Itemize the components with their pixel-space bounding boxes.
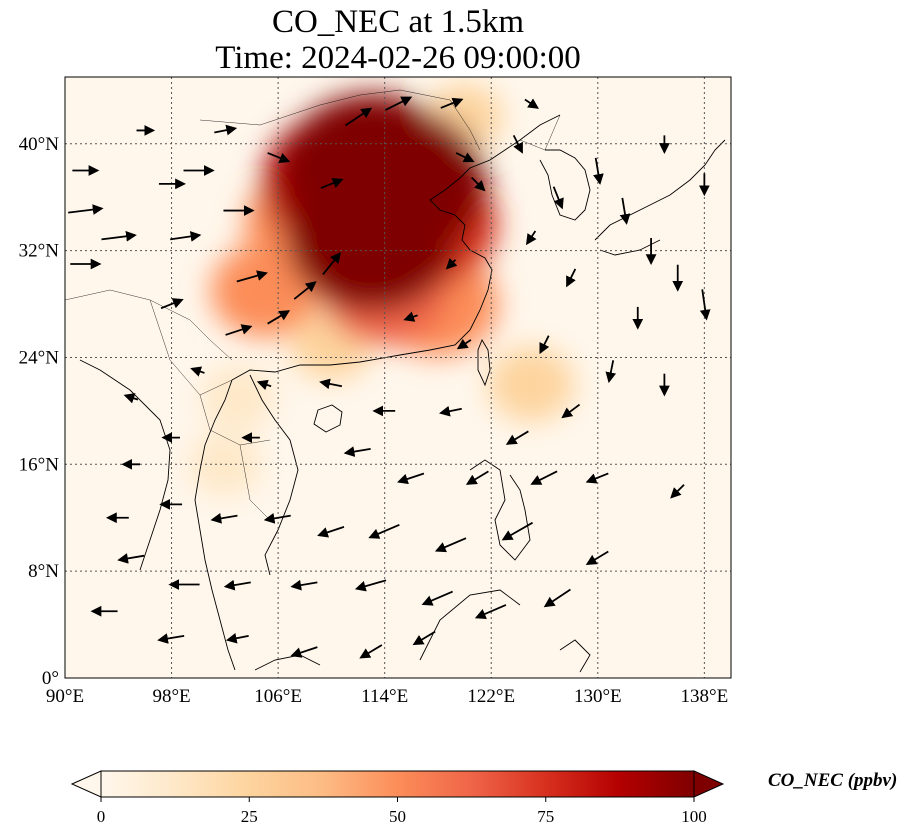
lon-tick-label: 138°E <box>681 686 729 707</box>
colorbar-extend-max <box>693 770 725 798</box>
longitude-axis: 90°E 98°E 106°E 114°E 122°E 130°E 138°E <box>46 686 728 707</box>
wind-vector-43 <box>397 472 425 485</box>
wind-vector-32 <box>403 311 418 322</box>
wind-vector-19 <box>470 176 486 192</box>
wind-vector-14 <box>320 177 344 189</box>
field-region-0 <box>201 365 275 430</box>
wind-vector-8 <box>236 270 268 283</box>
wind-vector-51 <box>317 526 345 538</box>
wind-vector-74 <box>256 379 272 391</box>
concentration-field <box>188 84 575 497</box>
wind-vector-21 <box>552 186 564 210</box>
wind-vector-31 <box>445 257 458 270</box>
wind-vector-73 <box>190 366 205 377</box>
wind-vector-20 <box>512 134 523 154</box>
wind-vector-47 <box>670 484 685 499</box>
colorbar-gradient <box>101 771 694 797</box>
wind-vector-45 <box>530 470 558 485</box>
wind-vector-5 <box>170 231 202 242</box>
wind-vector-22 <box>593 157 604 185</box>
wind-vector-13 <box>322 252 341 276</box>
wind-vector-58 <box>223 579 251 591</box>
lon-tick-label: 90°E <box>46 686 84 707</box>
colorbar-tick-label: 75 <box>537 807 554 826</box>
wind-vector-1 <box>68 204 104 215</box>
colorbar-tick-label: 25 <box>241 807 258 826</box>
wind-vector-44 <box>465 470 489 485</box>
wind-vector-41 <box>319 378 343 390</box>
wind-vector-23 <box>619 197 631 225</box>
wind-vector-59 <box>290 579 318 591</box>
lon-tick-label: 114°E <box>361 686 408 707</box>
wind-vector-16 <box>384 96 413 111</box>
field-region-4 <box>488 346 575 422</box>
field-region-1 <box>188 432 262 497</box>
wind-vector-46 <box>585 472 609 484</box>
wind-vector-15 <box>344 107 373 127</box>
wind-vector-50 <box>368 523 400 539</box>
wind-vector-80 <box>524 98 539 109</box>
wind-vector-34 <box>539 335 550 355</box>
lat-tick-label: 8°N <box>28 561 59 582</box>
wind-vector-69 <box>412 630 436 646</box>
lat-tick-label: 40°N <box>19 134 60 155</box>
wind-vector-76 <box>585 550 609 566</box>
lon-tick-label: 130°E <box>574 686 622 707</box>
map-title-time: Time: 2024-02-26 09:00:00 <box>215 40 581 76</box>
wind-vector-72 <box>123 393 139 404</box>
wind-vector-65 <box>157 633 185 644</box>
lat-tick-label: 32°N <box>19 241 60 262</box>
colorbar-label: CO_NEC (ppbv) <box>768 770 898 791</box>
wind-vector-53 <box>210 513 238 524</box>
lon-tick-label: 98°E <box>152 686 190 707</box>
wind-vector-66 <box>225 632 249 644</box>
wind-vector-56 <box>117 553 145 564</box>
lat-tick-label: 0° <box>42 668 59 689</box>
lat-tick-label: 16°N <box>19 454 60 475</box>
field-region-13 <box>309 106 487 261</box>
wind-vector-37 <box>561 403 581 419</box>
latitude-axis: 0° 8°N 16°N 24°N 32°N 40°N <box>19 134 60 689</box>
colorbar-extend-min <box>70 770 102 798</box>
borders <box>65 89 561 521</box>
coastlines <box>79 114 726 673</box>
colorbar: 0 25 50 75 100 <box>70 770 725 826</box>
wind-vector-35 <box>605 360 617 384</box>
wind-vector-79 <box>214 124 238 136</box>
wind-vector-39 <box>439 405 462 417</box>
wind-vector-26 <box>699 289 711 321</box>
wind-vector-52 <box>263 513 291 524</box>
colorbar-tick-label: 50 <box>389 807 406 826</box>
wind-vector-9 <box>160 298 184 310</box>
wind-vectors <box>68 96 711 659</box>
map-title-variable: CO_NEC at 1.5km <box>271 4 525 40</box>
lon-tick-label: 122°E <box>467 686 515 707</box>
wind-vector-10 <box>225 324 253 336</box>
lat-tick-label: 24°N <box>19 347 60 368</box>
colorbar-tick-label: 0 <box>97 807 106 826</box>
wind-vector-67 <box>290 646 318 658</box>
wind-vector-68 <box>359 644 383 659</box>
map-frame <box>64 76 732 679</box>
wind-vector-17 <box>440 97 464 109</box>
lon-tick-label: 106°E <box>254 686 302 707</box>
wind-vector-60 <box>354 579 387 592</box>
wind-vector-42 <box>343 446 371 457</box>
wind-vector-48 <box>501 521 534 541</box>
wind-vector-3 <box>101 230 137 242</box>
wind-vector-33 <box>456 338 472 350</box>
wind-vector-12 <box>293 281 317 300</box>
wind-vector-77 <box>267 152 291 164</box>
wind-vector-49 <box>434 537 467 553</box>
wind-vector-11 <box>267 310 291 325</box>
wind-vector-18 <box>455 152 475 163</box>
wind-vector-63 <box>543 588 571 608</box>
wind-vector-62 <box>474 604 507 619</box>
wind-vector-38 <box>505 430 529 445</box>
wind-vector-61 <box>421 590 454 606</box>
colorbar-tick-label: 100 <box>681 807 707 826</box>
wind-vector-29 <box>566 268 577 288</box>
wind-vector-30 <box>526 230 537 246</box>
